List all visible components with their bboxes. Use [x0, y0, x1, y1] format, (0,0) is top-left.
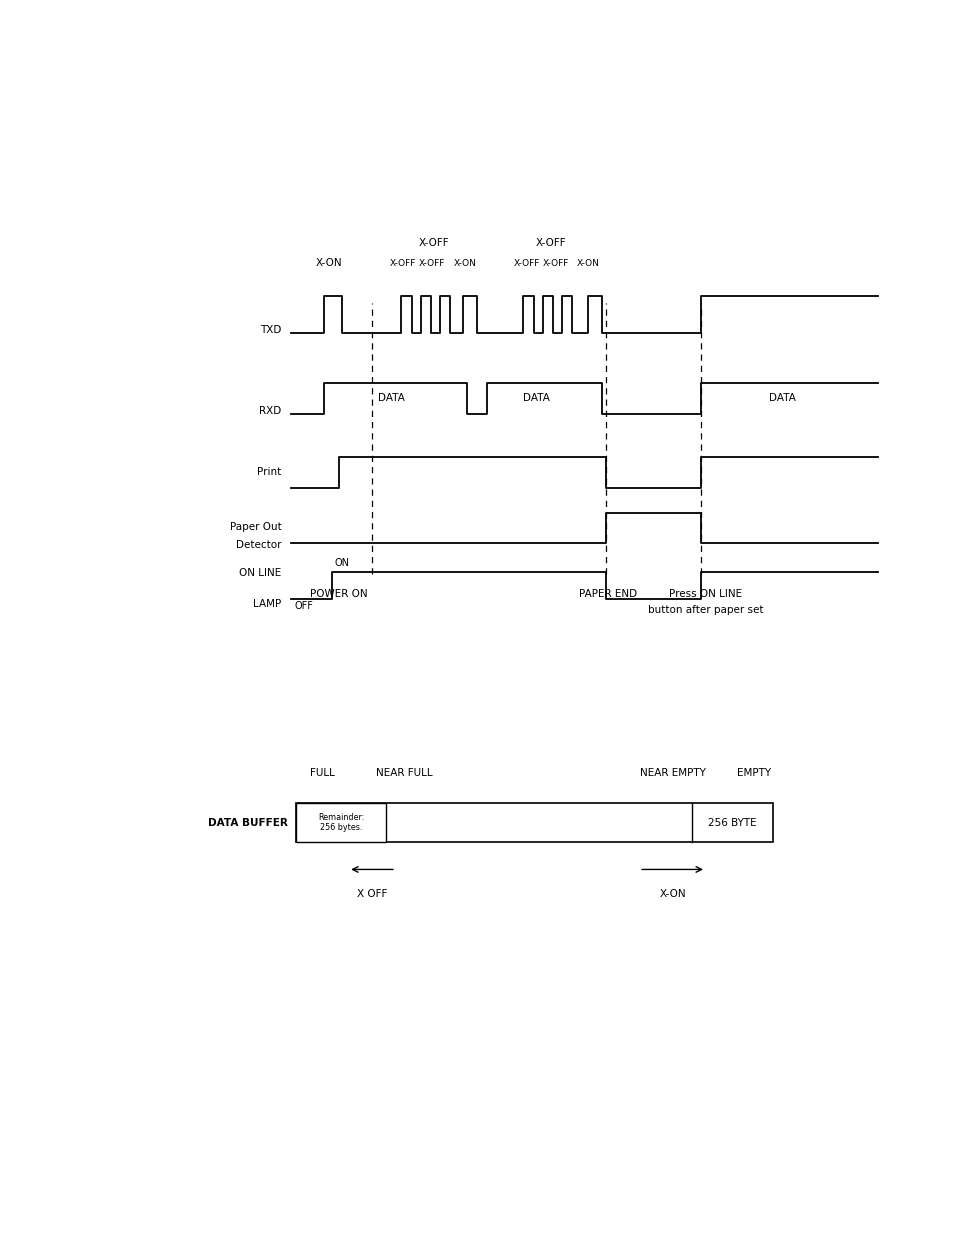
Text: TXD: TXD	[260, 325, 281, 335]
Text: X-OFF: X-OFF	[542, 259, 569, 268]
Text: X OFF: X OFF	[356, 889, 387, 899]
Text: DATA: DATA	[768, 393, 795, 404]
Text: Paper Out: Paper Out	[230, 522, 281, 532]
Text: DATA: DATA	[522, 393, 549, 404]
Text: LAMP: LAMP	[253, 599, 281, 609]
Bar	[295, 803, 772, 842]
Text: DATA: DATA	[377, 393, 404, 404]
Text: ON: ON	[335, 558, 350, 568]
Text: POWER ON: POWER ON	[310, 589, 367, 599]
Text: RXD: RXD	[259, 405, 281, 416]
Text: button after paper set: button after paper set	[647, 605, 763, 615]
Text: X-OFF: X-OFF	[536, 238, 566, 248]
Text: X-OFF: X-OFF	[418, 238, 449, 248]
Text: ON LINE: ON LINE	[239, 568, 281, 578]
Text: NEAR FULL: NEAR FULL	[375, 768, 433, 778]
Text: X-OFF: X-OFF	[389, 259, 416, 268]
Text: OFF: OFF	[294, 601, 314, 611]
Text: Remainder:
256 bytes.: Remainder: 256 bytes.	[317, 813, 364, 832]
Text: X-OFF: X-OFF	[418, 259, 445, 268]
Text: NEAR EMPTY: NEAR EMPTY	[639, 768, 705, 778]
Text: EMPTY: EMPTY	[736, 768, 770, 778]
Text: X-ON: X-ON	[577, 259, 599, 268]
Text: DATA BUFFER: DATA BUFFER	[208, 818, 288, 827]
Text: FULL: FULL	[310, 768, 335, 778]
Text: PAPER END: PAPER END	[578, 589, 636, 599]
Text: 256 BYTE: 256 BYTE	[707, 818, 756, 827]
Text: X-OFF: X-OFF	[513, 259, 539, 268]
Text: X-ON: X-ON	[659, 889, 685, 899]
Text: Press ON LINE: Press ON LINE	[669, 589, 741, 599]
Text: Detector: Detector	[235, 541, 281, 551]
Text: Print: Print	[257, 467, 281, 478]
Bar	[295, 803, 386, 842]
Text: X-ON: X-ON	[315, 258, 342, 268]
Text: X-ON: X-ON	[454, 259, 476, 268]
